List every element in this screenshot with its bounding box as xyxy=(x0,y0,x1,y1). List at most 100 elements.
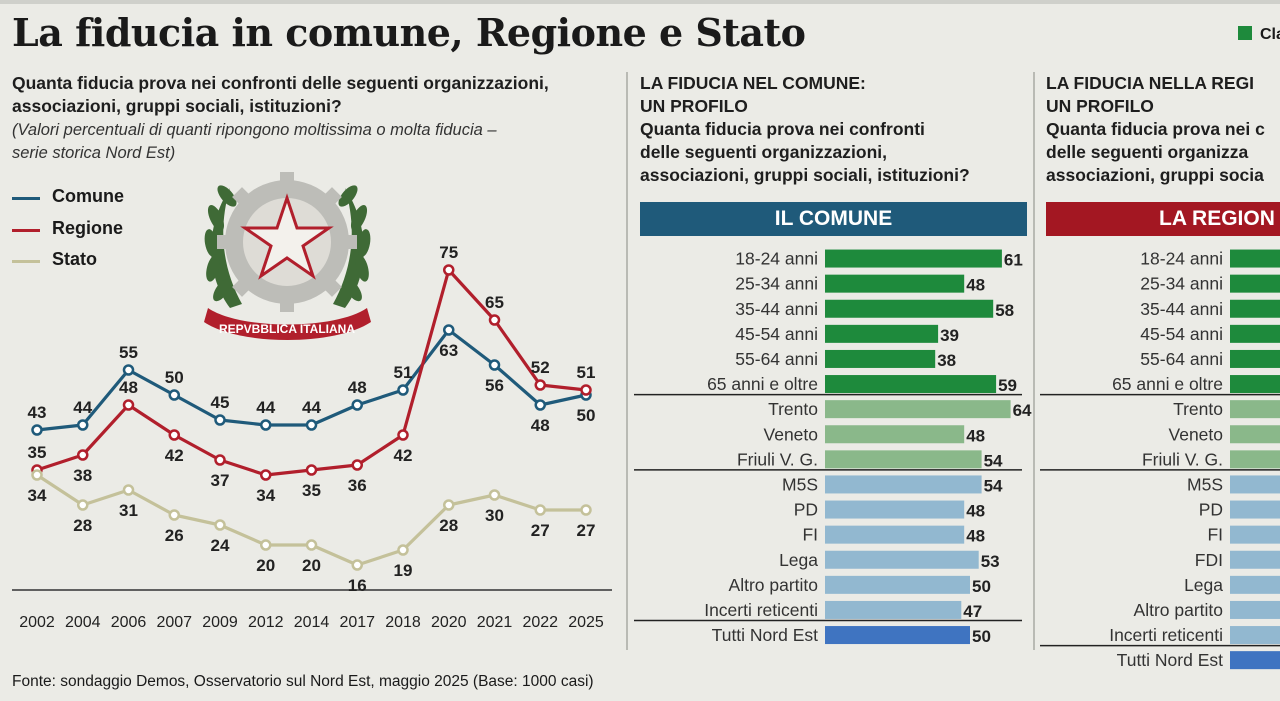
x-tick-label: 2007 xyxy=(156,614,192,631)
bar-value: 48 xyxy=(966,426,985,445)
data-point-comune xyxy=(168,389,180,401)
x-tick-label: 2004 xyxy=(65,614,101,631)
data-point-comune xyxy=(534,399,546,411)
bar-region xyxy=(825,450,982,469)
data-label-stato: 27 xyxy=(531,521,550,540)
bar-label: FI xyxy=(802,525,818,545)
regione-question-1: Quanta fiducia prova nei c xyxy=(1046,119,1265,139)
line-chart: 2002 2004 2006 2007 2009 2012 2014 2017 2018 2020… xyxy=(12,243,612,631)
bar-age xyxy=(1230,375,1280,394)
bar-label: Altro partito xyxy=(729,575,818,595)
bar-age xyxy=(825,249,1002,268)
bar-age xyxy=(1230,274,1280,293)
legend-line-stato xyxy=(12,260,40,263)
x-tick-label: 2017 xyxy=(339,614,375,631)
x-tick-label: 2002 xyxy=(19,614,55,631)
bar-label: 45-54 anni xyxy=(1140,324,1223,344)
left-note: (Valori percentuali di quanti ripongono … xyxy=(12,119,497,165)
bar-party xyxy=(1230,525,1280,544)
bar-party xyxy=(825,475,982,494)
data-label-regione: 35 xyxy=(302,481,321,500)
bar-label: Friuli V. G. xyxy=(737,449,818,469)
data-point-comune xyxy=(443,324,455,336)
bar-label: 25-34 anni xyxy=(1140,274,1223,294)
bar-value: 53 xyxy=(981,552,1000,571)
data-point-regione xyxy=(305,464,318,476)
data-point-regione xyxy=(351,459,363,471)
comune-question-1: Quanta fiducia prova nei confronti xyxy=(640,119,925,139)
data-label-comune: 43 xyxy=(28,403,47,422)
bar-value: 61 xyxy=(1004,251,1023,270)
x-tick-label: 2014 xyxy=(294,614,330,631)
bar-value: 50 xyxy=(972,627,991,646)
data-point-stato xyxy=(214,519,226,531)
data-label-comune: 48 xyxy=(531,416,550,435)
data-point-stato xyxy=(122,484,135,496)
bar-region xyxy=(1230,400,1280,419)
data-point-stato xyxy=(260,539,272,551)
data-label-stato: 28 xyxy=(73,516,92,535)
bar-label: PD xyxy=(1199,500,1223,520)
emblem-ribbon-text: REPVBBLICA ITALIANA xyxy=(219,322,355,336)
bar-label: 18-24 anni xyxy=(735,249,818,269)
bar-party xyxy=(825,525,965,544)
x-tick-label: 2022 xyxy=(522,614,558,631)
data-point-stato xyxy=(77,499,89,511)
data-point-comune xyxy=(351,399,363,411)
legend-label-stato: Stato xyxy=(52,249,97,269)
data-label-regione: 34 xyxy=(256,486,275,505)
bar-value: 38 xyxy=(937,351,956,370)
bar-value: 39 xyxy=(940,326,959,345)
data-label-regione: 75 xyxy=(439,243,458,262)
bar-value: 59 xyxy=(998,376,1017,395)
bar-value: 50 xyxy=(972,577,991,596)
bar-party xyxy=(1230,600,1280,619)
bar-age xyxy=(1230,249,1280,268)
data-label-comune: 44 xyxy=(302,398,321,417)
line-chart-series xyxy=(31,264,592,571)
comune-heading-1: LA FIDUCIA NEL COMUNE: xyxy=(640,73,866,93)
bar-age xyxy=(825,375,997,394)
data-label-comune: 51 xyxy=(394,363,413,382)
bar-label: 45-54 anni xyxy=(735,324,818,344)
data-label-stato: 24 xyxy=(211,536,230,555)
bar-party xyxy=(1230,575,1280,594)
left-note-line-2: serie storica Nord Est) xyxy=(12,144,176,162)
bar-value: 64 xyxy=(1013,401,1032,420)
left-question-line-1: Quanta fiducia prova nei confronti delle… xyxy=(12,73,549,93)
page-title: La fiducia in comune, Regione e Stato xyxy=(12,10,806,55)
bar-label: PD xyxy=(794,500,818,520)
data-label-regione: 37 xyxy=(211,471,230,490)
x-tick-label: 2020 xyxy=(431,614,467,631)
data-point-regione xyxy=(397,429,409,441)
regione-banner: LA REGION xyxy=(1046,202,1280,236)
bar-region xyxy=(825,425,965,444)
regione-panel-text: LA FIDUCIA NELLA REGI UN PROFILO Quanta … xyxy=(1046,72,1265,187)
data-point-comune xyxy=(305,419,318,431)
data-point-regione xyxy=(580,384,592,396)
data-label-comune: 44 xyxy=(256,398,275,417)
data-label-regione: 42 xyxy=(394,446,413,465)
data-label-regione: 38 xyxy=(73,466,92,485)
left-note-line-1: (Valori percentuali di quanti ripongono … xyxy=(12,121,497,139)
bar-age xyxy=(1230,349,1280,368)
data-label-comune: 50 xyxy=(165,368,184,387)
data-label-comune: 50 xyxy=(577,406,596,425)
x-tick-label: 2021 xyxy=(477,614,513,631)
bar-label: Trento xyxy=(768,399,818,419)
data-point-comune xyxy=(488,359,501,371)
bar-label: Tutti Nord Est xyxy=(1117,650,1223,670)
regione-heading-2: UN PROFILO xyxy=(1046,96,1154,116)
bar-total xyxy=(1230,651,1280,670)
emblem-wreath-left xyxy=(204,185,242,308)
header-legend: Cla xyxy=(1238,26,1280,44)
bar-label: Veneto xyxy=(764,424,819,444)
bar-label: 55-64 anni xyxy=(1140,349,1223,369)
bar-party xyxy=(1230,500,1280,519)
emblem-ribbon xyxy=(204,308,371,340)
comune-question-2: delle seguenti organizzazioni, xyxy=(640,142,887,162)
bar-age xyxy=(1230,324,1280,343)
bar-label: Tutti Nord Est xyxy=(712,625,818,645)
data-label-stato: 31 xyxy=(119,501,138,520)
bar-age xyxy=(1230,299,1280,318)
